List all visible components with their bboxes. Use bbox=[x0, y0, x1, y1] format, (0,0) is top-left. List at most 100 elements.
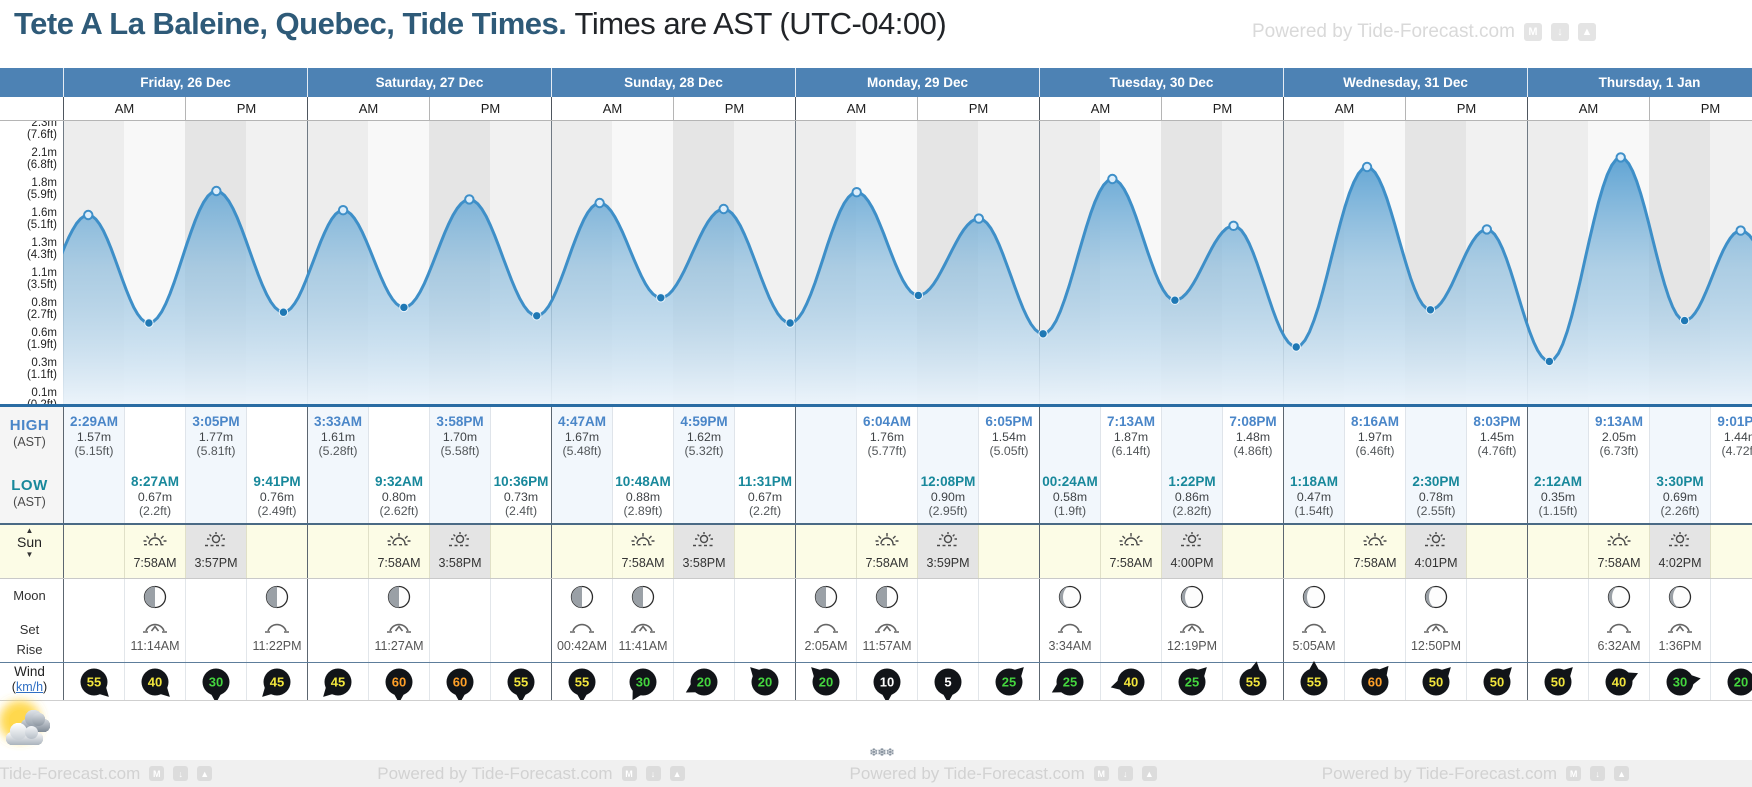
wind-speed-icon: 55 bbox=[1239, 661, 1267, 696]
sun-sort-down-icon[interactable]: ▼ bbox=[25, 550, 34, 559]
tide-low-point bbox=[913, 290, 924, 301]
svg-text:10: 10 bbox=[880, 675, 894, 690]
wind-cell: 40 bbox=[1100, 663, 1161, 701]
tf-app-icon: ▲ bbox=[1614, 766, 1630, 781]
high-tide-height-ft: (5.15ft) bbox=[74, 444, 114, 458]
moon-set-time: 12:19PM bbox=[1166, 639, 1218, 653]
wind-speed-icon: 25 bbox=[1051, 668, 1084, 696]
low-tide-time: 9:32AM bbox=[374, 474, 423, 489]
wind-speed-icon: 60 bbox=[1361, 665, 1389, 696]
low-tide-height-ft: (1.54ft) bbox=[1294, 504, 1334, 518]
low-row-label: LOW (AST) bbox=[0, 477, 59, 509]
wind-cell: 5 bbox=[917, 663, 978, 703]
sun-rise-time: 7:58AM bbox=[1109, 556, 1153, 570]
cell bbox=[1588, 467, 1649, 523]
moon-rise-time: 6:32AM bbox=[1597, 639, 1641, 653]
cell bbox=[978, 525, 1039, 580]
sunset-icon bbox=[1669, 532, 1691, 547]
low-tide-cell: 8:27AM 0.67m (2.2ft) bbox=[124, 467, 185, 523]
moon-event-cell: 00:42AM bbox=[551, 579, 612, 663]
tide-low-point bbox=[1544, 356, 1555, 367]
low-tide-height-ft: (1.9ft) bbox=[1053, 504, 1087, 518]
tide-low-point bbox=[1170, 295, 1180, 305]
sun-set-cell: 3:58PM bbox=[429, 525, 490, 580]
moon-rise-time: 11:22PM bbox=[252, 639, 302, 653]
wind-cell: 30 bbox=[185, 663, 246, 703]
moon-phase-icon bbox=[265, 585, 289, 609]
cell bbox=[551, 525, 612, 580]
sun-rise-time: 7:58AM bbox=[1597, 556, 1641, 570]
cell bbox=[917, 407, 978, 467]
tf-app-icon: ↓ bbox=[1550, 23, 1569, 41]
day-header: Tuesday, 30 Dec bbox=[1039, 68, 1283, 97]
wind-cell: 40 bbox=[124, 663, 185, 701]
wind-speed-icon: 55 bbox=[507, 668, 535, 703]
high-tide-height-m: 1.45m bbox=[1479, 430, 1515, 444]
day-header: Friday, 26 Dec bbox=[63, 68, 307, 97]
cell bbox=[185, 467, 246, 523]
day-header: Sunday, 28 Dec bbox=[551, 68, 795, 97]
high-tide-height-ft: (6.14ft) bbox=[1111, 444, 1151, 458]
cell bbox=[1222, 579, 1283, 663]
cell bbox=[1283, 407, 1344, 467]
moonrise-row-label: Rise bbox=[16, 642, 43, 657]
arc-holder bbox=[857, 620, 917, 639]
moon-phase-icon bbox=[570, 585, 594, 609]
moonset-icon bbox=[875, 623, 899, 633]
moon-event-cell: 12:50PM bbox=[1405, 579, 1466, 663]
tf-app-icon: ↓ bbox=[645, 766, 661, 781]
cloud-icon bbox=[6, 723, 43, 745]
low-tide-time: 9:41PM bbox=[253, 474, 301, 489]
low-tide-time: 8:27AM bbox=[130, 474, 179, 489]
wind-row-label: Wind (km/h) bbox=[0, 664, 59, 694]
svg-text:55: 55 bbox=[1246, 675, 1260, 690]
moon-rise-time: 3:34AM bbox=[1048, 639, 1092, 653]
low-tide-cell: 3:30PM 0.69m (2.26ft) bbox=[1649, 467, 1710, 523]
low-tide-height-ft: (1.15ft) bbox=[1538, 504, 1578, 518]
low-tide-height-ft: (2.95ft) bbox=[928, 504, 968, 518]
cell bbox=[246, 407, 307, 467]
wind-speed-icon: 25 bbox=[1178, 667, 1207, 696]
tf-app-icon: M bbox=[1093, 766, 1109, 781]
arc-holder bbox=[125, 620, 185, 639]
sunset-icon bbox=[205, 532, 227, 547]
powered-by-text: Powered by Tide-Forecast.com bbox=[849, 763, 1085, 783]
high-tide-height-ft: (5.48ft) bbox=[562, 444, 602, 458]
snow-icon: ❄ bbox=[877, 747, 894, 759]
sun-set-time: 3:58PM bbox=[682, 556, 726, 570]
cell bbox=[1466, 579, 1527, 663]
sun-sort-up-icon[interactable]: ▲ bbox=[25, 526, 34, 535]
wind-speed-icon: 10 bbox=[873, 668, 901, 703]
day-header: Wednesday, 31 Dec bbox=[1283, 68, 1527, 97]
powered-by-watermark-bottom: Powered by Tide-Forecast.com M ↓ ▲ bbox=[0, 764, 213, 784]
low-tide-cell: 11:31PM 0.67m (2.2ft) bbox=[734, 467, 795, 523]
high-tide-height-m: 1.54m bbox=[991, 430, 1027, 444]
weather-row: ❄ ❄ ❄❄ ❄❄ ❄ ❄ ❄ ❄ ❄❄ ❄ ❄ ❄ bbox=[0, 700, 1752, 761]
high-tide-height-ft: (6.73ft) bbox=[1599, 444, 1639, 458]
tide-high-point bbox=[464, 194, 475, 205]
moon-set-time: 11:41AM bbox=[618, 639, 668, 653]
wind-speed-icon: 20 bbox=[685, 668, 718, 696]
sun-rise-time: 7:58AM bbox=[1353, 556, 1397, 570]
tf-app-icon: ▲ bbox=[197, 766, 213, 781]
svg-text:20: 20 bbox=[1734, 675, 1748, 690]
high-tide-height-ft: (5.32ft) bbox=[684, 444, 724, 458]
wind-unit-link[interactable]: km/h bbox=[15, 680, 44, 694]
moon-rise-time: 5:05AM bbox=[1292, 639, 1336, 653]
wind-speed-icon: 40 bbox=[1110, 668, 1145, 696]
moon-event-cell: 12:19PM bbox=[1161, 579, 1222, 663]
moon-event-cell: 1:36PM bbox=[1649, 579, 1710, 663]
wind-cell: 20 bbox=[673, 663, 734, 701]
low-tide-height-ft: (2.2ft) bbox=[138, 504, 172, 518]
sun-rise-cell: 7:58AM bbox=[1344, 525, 1405, 580]
high-tide-time: 8:16AM bbox=[1350, 414, 1399, 429]
wind-cell: 40 bbox=[1588, 663, 1649, 701]
tide-high-point bbox=[851, 187, 862, 198]
low-tide-cell: 00:24AM 0.58m (1.9ft) bbox=[1039, 467, 1100, 523]
tf-app-icon: ↓ bbox=[1590, 766, 1606, 781]
am-column-header: AM bbox=[63, 97, 185, 120]
cell bbox=[429, 467, 490, 523]
high-tide-cell: 9:13AM 2.05m (6.73ft) bbox=[1588, 407, 1649, 467]
cell bbox=[795, 407, 856, 467]
cell bbox=[490, 579, 551, 663]
